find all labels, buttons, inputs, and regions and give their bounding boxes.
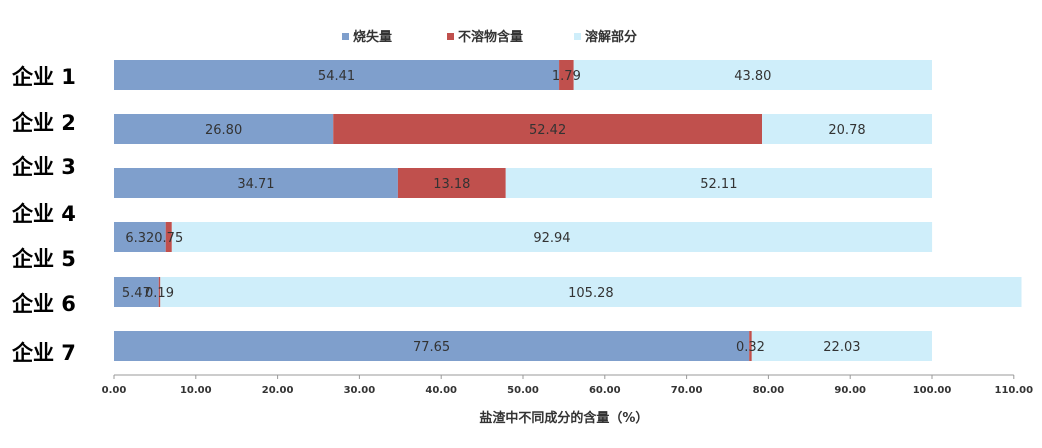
legend-swatch: [447, 33, 454, 40]
legend: 烧失量 不溶物含量 溶解部分: [342, 29, 637, 45]
data-label: 13.18: [433, 177, 470, 192]
category-label: 企业 2: [11, 111, 76, 135]
x-tick-label: 50.00: [507, 385, 539, 396]
data-label: 0.19: [145, 286, 174, 301]
data-label: 43.80: [734, 69, 771, 84]
x-tick-label: 40.00: [425, 385, 457, 396]
bar-segment: [751, 331, 932, 361]
data-label: 0.75: [154, 231, 183, 246]
bar-segment: [397, 168, 506, 198]
category-labels: 企业 1 企业 2 企业 3 企业 4 企业 5 企业 6 企业 7: [11, 65, 76, 365]
bar-segment: [165, 222, 172, 252]
x-axis: 0.00 10.00 20.00 30.00 40.00 50.00 60.00 70.00 8…: [102, 374, 1034, 396]
category-label: 企业 5: [11, 247, 76, 271]
legend-label: 不溶物含量: [458, 29, 523, 45]
data-label: 92.94: [533, 231, 570, 246]
category-label: 企业 4: [11, 202, 76, 226]
x-tick-label: 60.00: [589, 385, 621, 396]
bar-segment: [762, 114, 932, 144]
x-tick-label: 30.00: [344, 385, 376, 396]
bar-segment: [114, 60, 560, 90]
x-tick-label: 100.00: [913, 385, 952, 396]
x-tick-label: 110.00: [995, 385, 1034, 396]
data-label: 0.32: [736, 340, 765, 355]
data-label: 6.32: [125, 231, 154, 246]
data-label: 52.11: [700, 177, 737, 192]
x-tick-label: 20.00: [262, 385, 294, 396]
data-label: 26.80: [205, 123, 242, 138]
legend-label: 溶解部分: [585, 29, 637, 45]
category-label: 企业 7: [11, 341, 76, 365]
bar-segment: [114, 331, 750, 361]
bar-segment: [749, 331, 752, 361]
x-tick-label: 10.00: [180, 385, 212, 396]
bar-segment: [114, 277, 159, 307]
bar-segment: [158, 277, 161, 307]
legend-label: 烧失量: [353, 29, 392, 45]
bar-segment: [573, 60, 932, 90]
bars: 54.41 1.79 43.80 26.80 52.42 20.78 34.71 13.18 5…: [114, 60, 1022, 361]
data-label: 1.79: [552, 69, 581, 84]
legend-swatch: [574, 33, 581, 40]
bar-segment: [333, 114, 763, 144]
bar-segment: [559, 60, 574, 90]
data-label: 52.42: [529, 123, 566, 138]
x-tick-label: 0.00: [102, 385, 127, 396]
bar-segment: [114, 168, 398, 198]
x-axis-title: 盐渣中不同成分的含量（%）: [479, 410, 648, 426]
x-tick-label: 90.00: [834, 385, 866, 396]
category-label: 企业 1: [11, 65, 76, 89]
data-label: 20.78: [828, 123, 865, 138]
data-label: 77.65: [413, 340, 450, 355]
bar-segment: [114, 222, 166, 252]
data-label: 5.47: [122, 286, 151, 301]
bar-segment: [114, 114, 334, 144]
bar-segment: [160, 277, 1022, 307]
legend-swatch: [342, 33, 349, 40]
x-tick-label: 70.00: [671, 385, 703, 396]
x-tick-label: 80.00: [753, 385, 785, 396]
category-label: 企业 3: [11, 155, 76, 179]
bar-segment: [171, 222, 933, 252]
data-label: 22.03: [823, 340, 860, 355]
bar-segment: [505, 168, 932, 198]
category-label: 企业 6: [11, 292, 76, 316]
data-label: 54.41: [318, 69, 355, 84]
data-label: 34.71: [237, 177, 274, 192]
data-label: 105.28: [568, 286, 614, 301]
